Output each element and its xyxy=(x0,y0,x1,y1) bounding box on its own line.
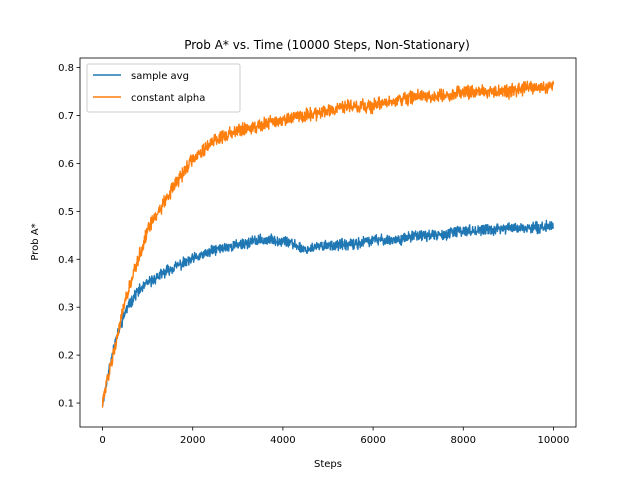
y-tick-label: 0.4 xyxy=(58,255,74,266)
y-tick-label: 0.7 xyxy=(58,111,74,122)
y-tick-label: 0.2 xyxy=(58,351,74,362)
x-axis-label: Steps xyxy=(314,459,342,470)
x-tick-label: 6000 xyxy=(360,435,385,446)
y-tick-label: 0.8 xyxy=(58,63,74,74)
y-tick-label: 0.5 xyxy=(58,207,74,218)
plot-lines xyxy=(101,80,555,408)
x-tick-label: 2000 xyxy=(180,435,205,446)
y-axis: 0.1 0.2 0.3 0.4 0.5 0.6 0.7 0.8 xyxy=(58,63,80,410)
legend-box xyxy=(86,63,241,113)
chart-title: Prob A* vs. Time (10000 Steps, Non-Stati… xyxy=(184,38,470,52)
x-tick-label: 10000 xyxy=(538,435,570,446)
legend-label-sample-avg: sample avg xyxy=(131,71,189,82)
x-tick-label: 8000 xyxy=(451,435,476,446)
y-axis-label: Prob A* xyxy=(30,223,41,260)
y-tick-label: 0.1 xyxy=(58,399,74,410)
y-tick-label: 0.3 xyxy=(58,303,74,314)
line-constant-alpha xyxy=(101,80,555,408)
plot-area-frame xyxy=(79,57,577,428)
legend-label-constant-alpha: constant alpha xyxy=(131,93,205,104)
x-axis: 0 2000 4000 6000 8000 10000 xyxy=(99,427,569,446)
x-tick-label: 4000 xyxy=(270,435,295,446)
line-sample-avg xyxy=(101,219,555,407)
x-tick-label: 0 xyxy=(99,435,105,446)
legend: sample avg constant alpha xyxy=(86,63,241,113)
y-tick-label: 0.6 xyxy=(58,159,74,170)
